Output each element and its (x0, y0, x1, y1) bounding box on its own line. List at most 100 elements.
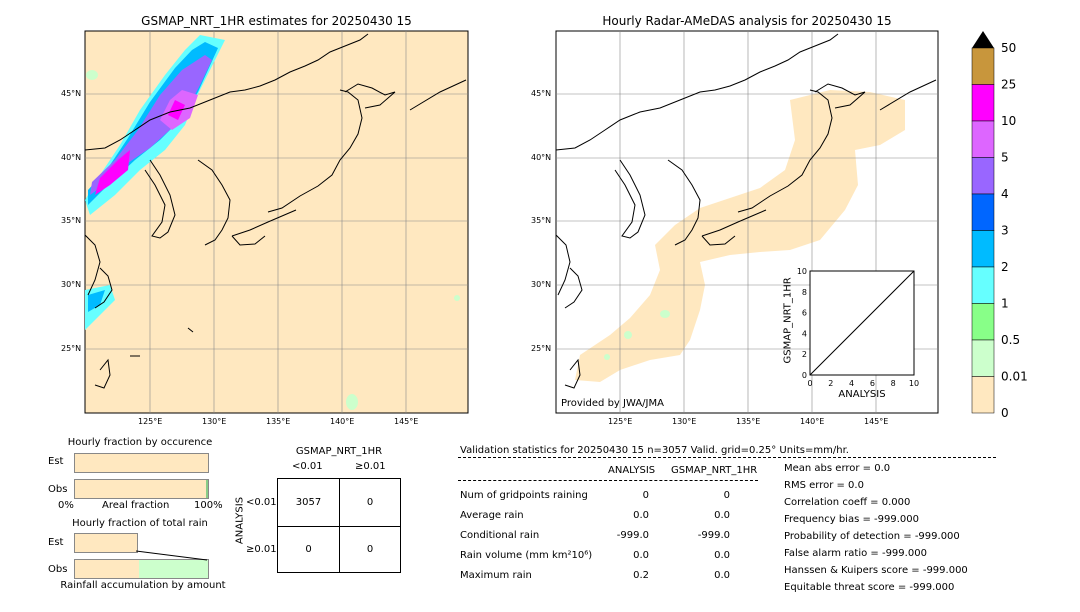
validation-row-gsmap: 0.0 (714, 550, 730, 561)
colorbar-label: 3 (1001, 224, 1009, 238)
validation-col-analysis: ANALYSIS (608, 465, 656, 476)
right-lon-125: 125°E (608, 417, 633, 426)
inset-ytick: 8 (802, 288, 807, 297)
inset-xtick: 8 (891, 379, 896, 388)
right-lon-145: 145°E (864, 417, 889, 426)
left-map-grid (85, 31, 468, 413)
occurrence-title: Hourly fraction by occurence (67, 437, 213, 448)
inset-ytick: 10 (797, 267, 807, 276)
left-lat-40: 40°N (61, 153, 82, 162)
right-map-coastline (555, 33, 937, 389)
data-credit: Provided by JWA/JMA (561, 398, 664, 409)
occurrence-obs-bar (74, 479, 209, 499)
occurrence-axis-mid: Areal fraction (102, 500, 170, 511)
contingency-col-ge: ≥0.01 (355, 461, 386, 472)
colorbar-label: 0 (1001, 406, 1009, 420)
validation-score: Probability of detection = -999.000 (784, 531, 960, 542)
contingency-b: 0 (366, 497, 374, 508)
occurrence-axis-right: 100% (194, 500, 223, 511)
left-lon-145: 145°E (394, 417, 419, 426)
right-lat-30: 30°N (531, 280, 552, 289)
colorbar-label: 25 (1001, 78, 1016, 92)
inset-ytick: 2 (802, 350, 807, 359)
contingency-col-lt: <0.01 (292, 461, 323, 472)
total-title: Hourly fraction of total rain (72, 518, 208, 529)
contingency-c: 0 (305, 544, 312, 555)
total-est-bar (74, 533, 138, 553)
contingency-title: GSMAP_NRT_1HR (295, 446, 383, 457)
colorbar-swatch (971, 339, 995, 377)
contingency-row-ge: ≥0.01 (246, 544, 277, 555)
inset-diagonal (809, 270, 915, 376)
right-lon-140: 140°E (800, 417, 825, 426)
left-lon-125: 125°E (138, 417, 163, 426)
occurrence-obs-label: Obs (48, 484, 68, 495)
colorbar-swatch (971, 120, 995, 158)
right-map-grid (556, 31, 938, 413)
colorbar-extend-arrow (972, 31, 994, 48)
contingency-a: 3057 (295, 497, 322, 508)
colorbar-swatch (971, 157, 995, 195)
right-map: 00 2 2 4 4 6 6 8 8 10 10 (555, 30, 939, 414)
validation-header: Validation statistics for 20250430 15 n=… (460, 445, 849, 456)
validation-row-gsmap: -999.0 (697, 530, 730, 541)
colorbar-swatch (971, 230, 995, 268)
inset-xtick: 4 (849, 379, 854, 388)
colorbar-label: 0.01 (1001, 370, 1028, 384)
inset-xtick: 10 (909, 379, 919, 388)
right-lat-40: 40°N (531, 153, 552, 162)
total-obs-low-fill (75, 560, 139, 578)
total-obs-label: Obs (48, 564, 68, 575)
inset-ytick: 6 (802, 309, 807, 318)
colorbar: 50 25 10 5 4 3 2 1 0.5 0.01 0 (971, 31, 1028, 420)
validation-score: RMS error = 0.0 (784, 480, 864, 491)
colorbar-swatch (971, 376, 995, 414)
left-lon-130: 130°E (202, 417, 227, 426)
validation-row-label: Rain volume (mm km²10⁶) (460, 550, 593, 561)
left-lat-35: 35°N (61, 216, 82, 225)
right-lon-135: 135°E (736, 417, 761, 426)
contingency-row-lt: <0.01 (246, 497, 277, 508)
validation-row-analysis: 0 (642, 490, 649, 501)
total-obs-bar (74, 559, 209, 579)
inset-xtick: 0 (807, 379, 812, 388)
left-lon-135: 135°E (266, 417, 291, 426)
validation-row-gsmap: 0.0 (714, 510, 730, 521)
validation-divider (458, 457, 996, 458)
left-map-title: GSMAP_NRT_1HR estimates for 20250430 15 (141, 14, 412, 28)
colorbar-label: 2 (1001, 260, 1009, 274)
contingency-d: 0 (366, 544, 374, 555)
validation-row-label: Num of gridpoints raining (460, 490, 588, 501)
inset-ticks: 00 2 2 4 4 6 6 8 8 10 10 (797, 267, 919, 388)
left-map-frame (84, 30, 469, 414)
left-lat-45: 45°N (61, 89, 82, 98)
colorbar-swatch (971, 84, 995, 122)
validation-row-gsmap: 0.0 (714, 570, 730, 581)
validation-row-gsmap: 0 (723, 490, 730, 501)
validation-row-analysis: -999.0 (616, 530, 649, 541)
validation-col-gsmap: GSMAP_NRT_1HR (671, 465, 758, 476)
inset-ylabel: GSMAP_NRT_1HR (782, 277, 794, 364)
validation-score: False alarm ratio = -999.000 (784, 548, 927, 559)
colorbar-label: 4 (1001, 187, 1009, 201)
occurrence-est-bar (74, 453, 209, 473)
left-map (84, 30, 469, 414)
inset-scatter: 00 2 2 4 4 6 6 8 8 10 10 (797, 267, 919, 388)
validation-row-label: Maximum rain (460, 570, 532, 581)
colorbar-label: 10 (1001, 114, 1016, 128)
inset-ytick: 0 (802, 371, 807, 380)
total-connector (136, 550, 208, 561)
occurrence-est-label: Est (48, 456, 64, 467)
colorbar-swatch (971, 193, 995, 231)
occurrence-obs-rain-fill (206, 480, 208, 498)
left-map-coastline (84, 33, 467, 389)
validation-score: Correlation coeff = 0.000 (784, 497, 911, 508)
colorbar-label: 5 (1001, 151, 1009, 165)
colorbar-swatch (971, 47, 995, 85)
right-map-title: Hourly Radar-AMeDAS analysis for 2025043… (602, 14, 892, 28)
validation-row-label: Conditional rain (460, 530, 540, 541)
validation-score: Mean abs error = 0.0 (784, 463, 891, 474)
inset-xtick: 2 (828, 379, 833, 388)
total-est-label: Est (48, 537, 64, 548)
